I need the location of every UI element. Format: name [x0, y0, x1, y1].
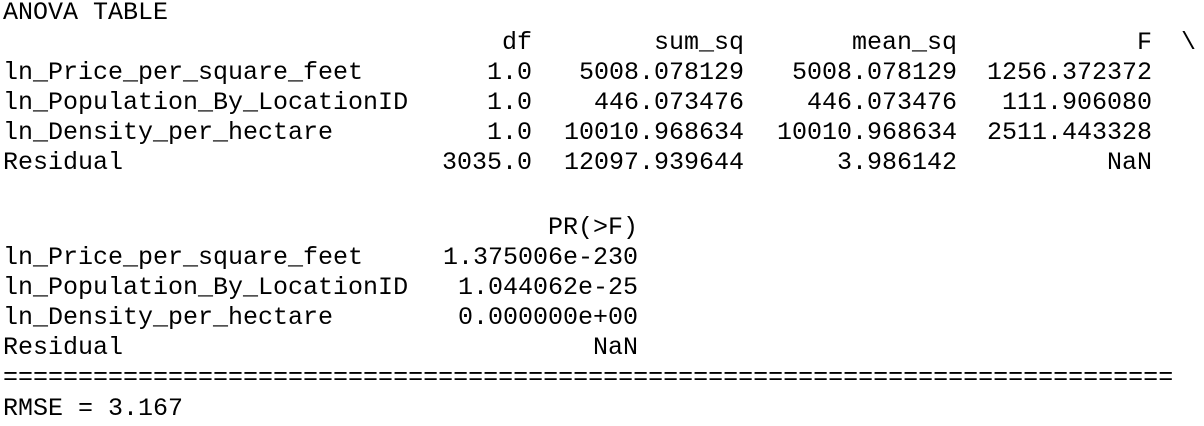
- separator: ========================================…: [3, 362, 1174, 392]
- cell: NaN: [592, 332, 638, 362]
- row-label: ln_Density_per_hectare: [3, 118, 334, 147]
- column-header: PR(>F): [547, 212, 638, 242]
- cell: 0.000000e+00: [457, 302, 638, 332]
- row-label: ln_Price_per_square_feet: [3, 58, 364, 87]
- column-header: sum_sq: [653, 28, 744, 57]
- cell: 5008.078129: [791, 58, 957, 87]
- cell: 111.906080: [1001, 88, 1152, 117]
- column-header: mean_sq: [851, 28, 957, 57]
- cell: 3035.0: [441, 148, 532, 177]
- column-header: F: [1136, 28, 1152, 57]
- cell: 10010.968634: [563, 118, 744, 147]
- row-label: ln_Price_per_square_feet: [3, 242, 364, 272]
- cell: 446.073476: [806, 88, 957, 117]
- cell: 10010.968634: [776, 118, 957, 147]
- cell: 2511.443328: [986, 118, 1152, 147]
- cell: 1.0: [486, 88, 532, 117]
- row-label: Residual: [3, 332, 124, 362]
- column-header: df: [501, 28, 532, 57]
- cell: 1.0: [486, 118, 532, 147]
- cell: 1.044062e-25: [457, 272, 638, 302]
- row-label: ln_Population_By_LocationID: [3, 88, 409, 117]
- cell: 5008.078129: [578, 58, 744, 87]
- cell: 1.0: [486, 58, 532, 87]
- cell: NaN: [1106, 148, 1152, 177]
- cell: 446.073476: [593, 88, 744, 117]
- rmse: RMSE = 3.167: [3, 394, 184, 423]
- cell: 12097.939644: [563, 148, 744, 177]
- cell: 1256.372372: [986, 58, 1152, 87]
- row-label: ln_Population_By_LocationID: [3, 272, 409, 302]
- cell: 3.986142: [836, 148, 957, 177]
- title: ANOVA TABLE: [3, 0, 169, 27]
- continuation: \: [1181, 28, 1197, 57]
- row-label: ln_Density_per_hectare: [3, 302, 334, 332]
- row-label: Residual: [3, 148, 124, 177]
- cell: 1.375006e-230: [442, 242, 638, 272]
